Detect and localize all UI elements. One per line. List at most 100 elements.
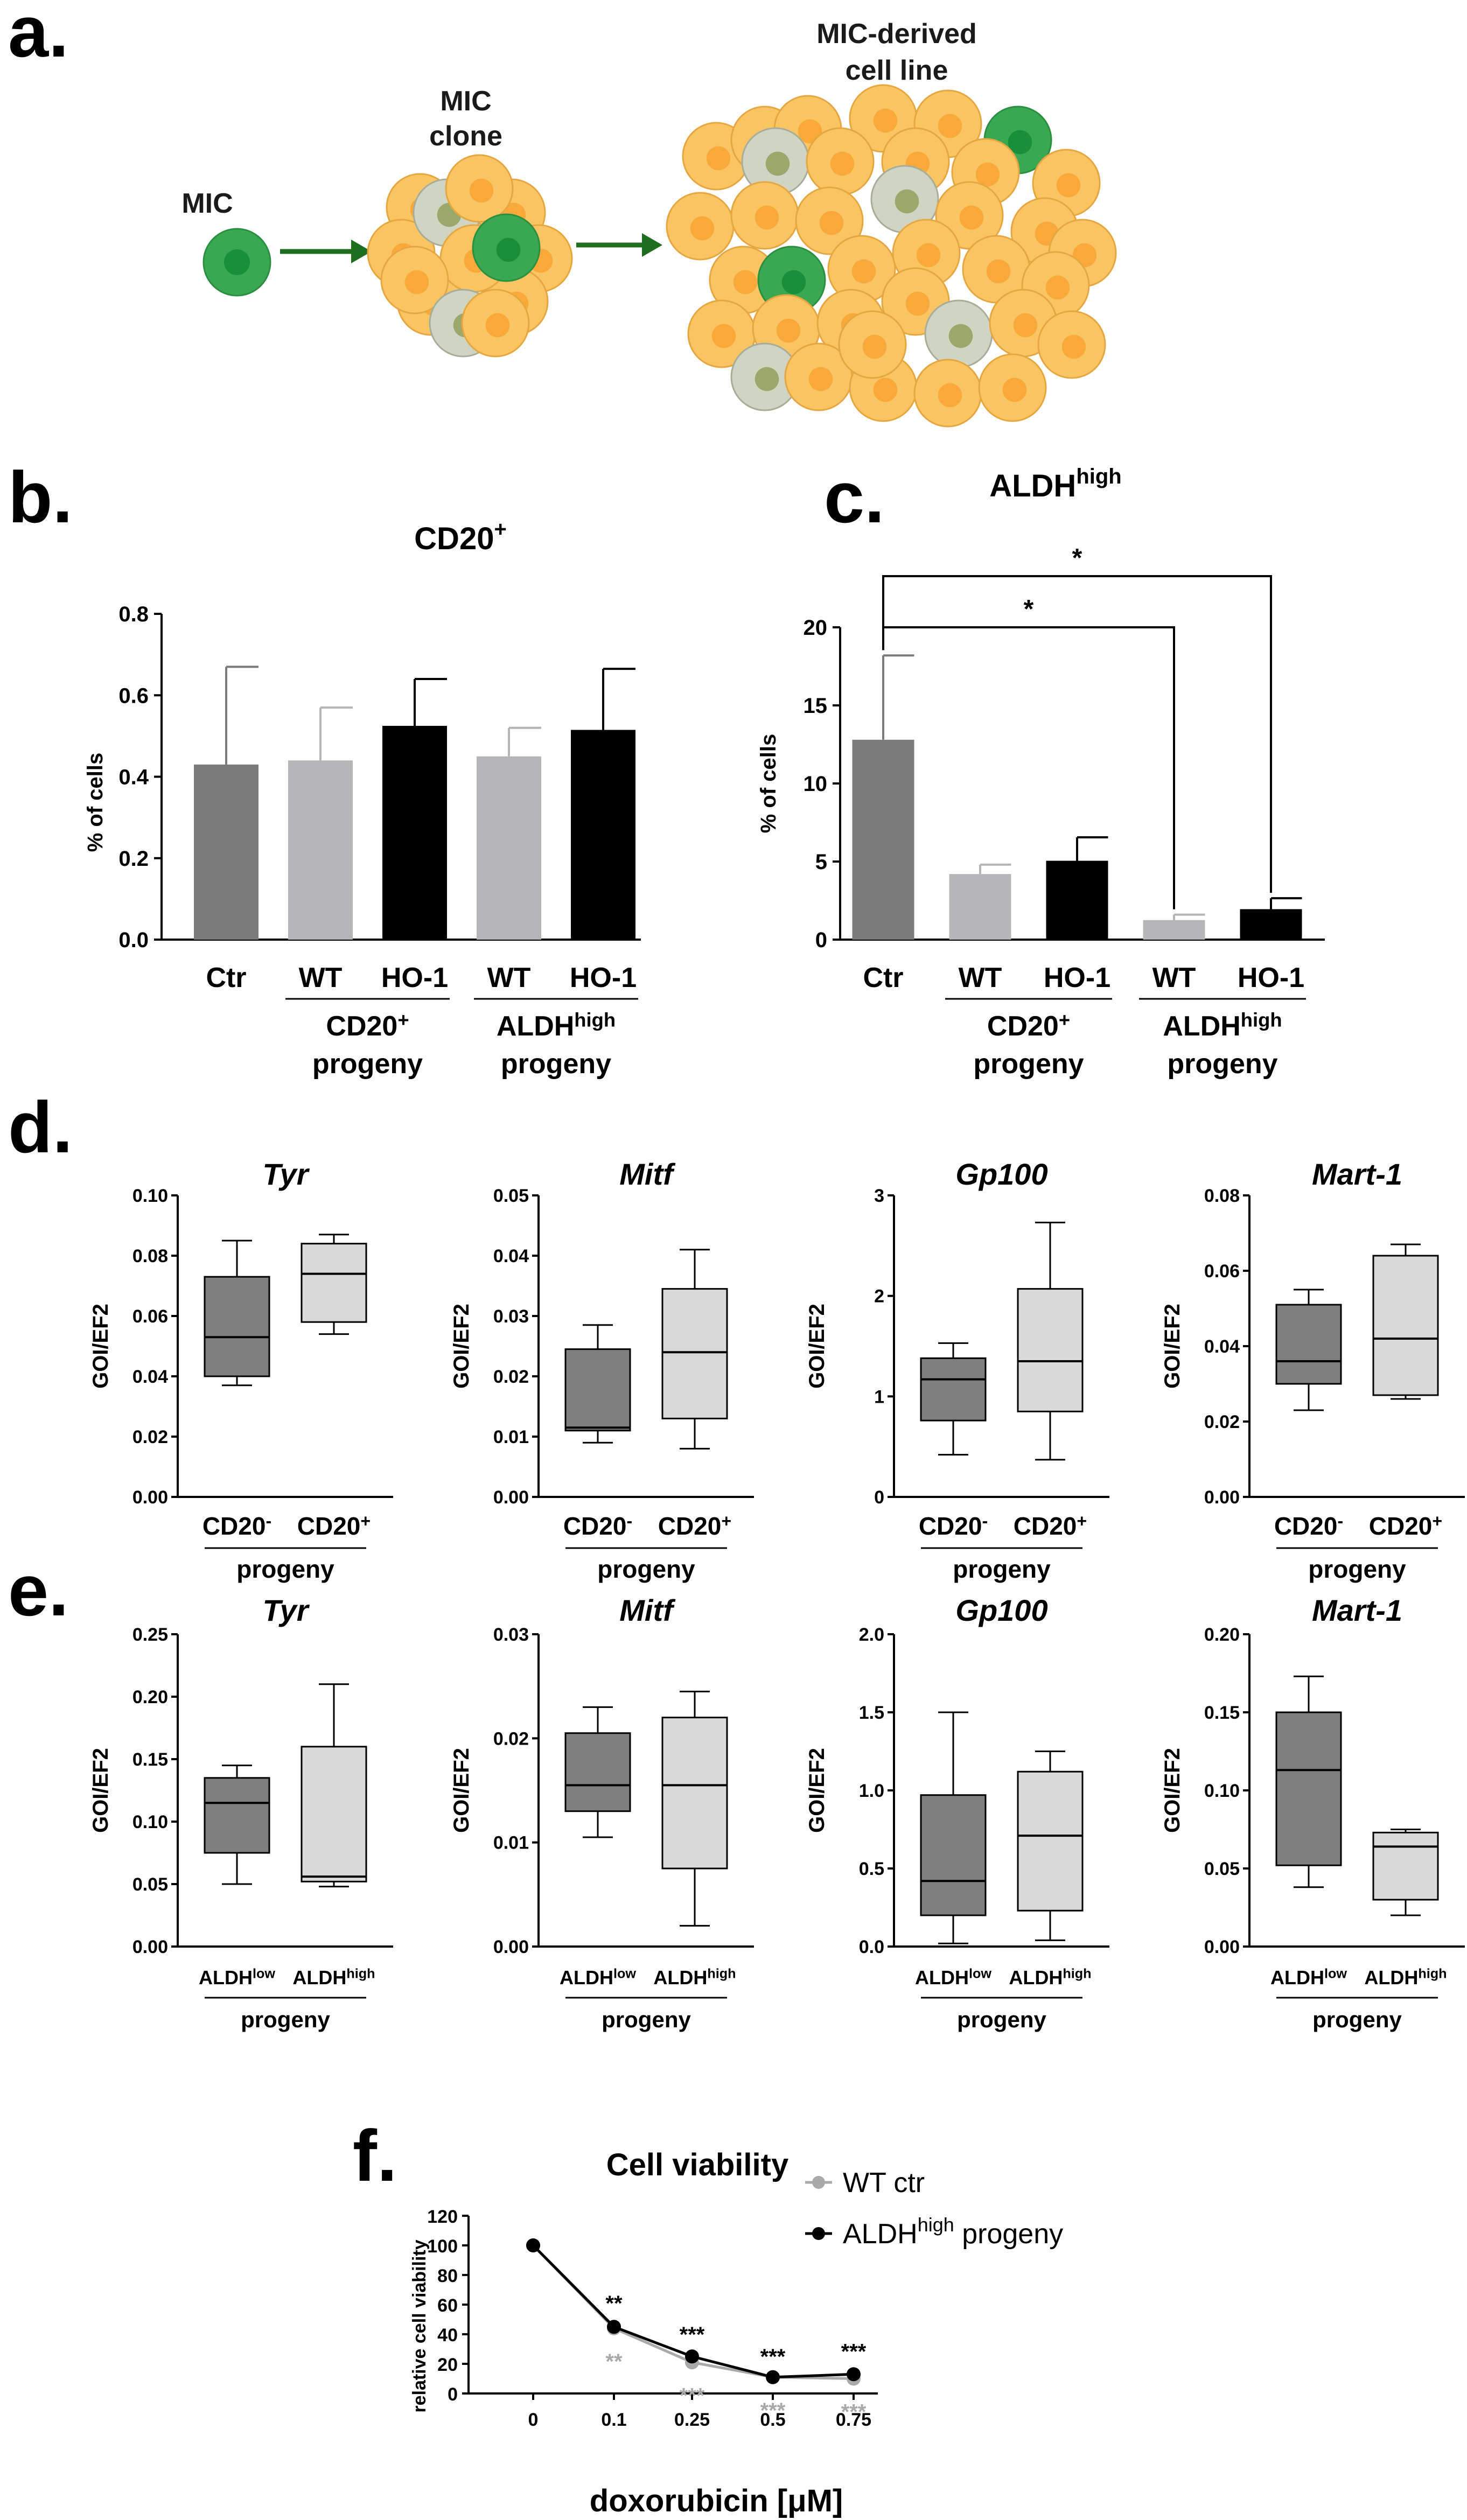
x-tick-label: 0.1 [601, 2410, 626, 2430]
cell-nucleus-icon [862, 334, 887, 359]
box [204, 1777, 270, 1854]
x-tick-label: 0.75 [836, 2410, 871, 2430]
y-tick-label: 0.02 [1204, 1412, 1240, 1432]
y-tick-label: 0.0 [118, 928, 149, 952]
y-tick-label: 0.03 [493, 1625, 529, 1645]
x-category-label: CD20- [1274, 1511, 1343, 1540]
x-category-label: CD20+ [1014, 1511, 1087, 1540]
significance-star: ** [605, 2292, 623, 2315]
x-category-label: HO-1 [1044, 962, 1110, 993]
cell-nucleus-icon [755, 205, 779, 230]
group-label: ALDHhigh [497, 1009, 616, 1042]
x-category-label: ALDHlow [199, 1966, 275, 1989]
y-tick-label: 0.0 [859, 1937, 884, 1957]
cell-nucleus-icon [808, 367, 833, 391]
y-tick-label: 20 [804, 616, 828, 640]
group-label: progeny [597, 1555, 695, 1583]
y-tick-label: 80 [437, 2266, 458, 2286]
cell-nucleus-icon [873, 108, 898, 133]
boxplot-ylabel: GOI/EF2 [1161, 1748, 1184, 1833]
significance-star: * [1024, 595, 1034, 624]
y-tick-label: 0.8 [118, 603, 149, 626]
x-category-label: WT [959, 962, 1002, 993]
cell-nucleus-icon [959, 205, 984, 230]
cell-nucleus-icon [755, 367, 779, 391]
legend-marker-wt [812, 2176, 825, 2189]
x-category-label: HO-1 [1238, 962, 1304, 993]
cell-nucleus-icon [916, 243, 941, 268]
box [564, 1732, 631, 1812]
y-tick-label: 0.00 [132, 1937, 168, 1957]
panel-label-e: e. [8, 1550, 69, 1631]
x-category-label: WT [1152, 962, 1196, 993]
chart-c-ylabel: % of cells [757, 734, 780, 834]
boxplot-tyr: Tyr GOI/EF2 0.00 0.02 0.04 0.06 0.08 0.10 CD20- C… [89, 1157, 393, 1583]
panel-c-chart: ALDHhigh % of cells 0 5 10 15 20 Ctr WT HO-1 WT H… [757, 465, 1325, 1080]
x-category-label: WT [299, 962, 343, 993]
y-tick-label: 1 [874, 1387, 884, 1407]
cell-nucleus-icon [975, 162, 1000, 187]
group-label: progeny [602, 2007, 691, 2032]
bar [382, 725, 447, 940]
cell-nucleus-icon [938, 114, 962, 138]
box [920, 1357, 987, 1422]
y-tick-label: 0.00 [132, 1487, 168, 1508]
data-point [607, 2320, 621, 2334]
x-category-label: ALDHhigh [292, 1966, 375, 1989]
boxplot-title: Gp100 [955, 1593, 1047, 1627]
x-category-label: Ctr [863, 962, 903, 993]
group-label-progeny: progeny [501, 1048, 611, 1080]
box [1372, 1831, 1439, 1901]
panel-d-boxplots: Tyr GOI/EF2 0.00 0.02 0.04 0.06 0.08 0.10 CD20- C… [89, 1157, 1465, 1583]
cell-nucleus-icon [733, 270, 758, 295]
significance-star: * [1072, 544, 1082, 572]
y-tick-label: 2 [874, 1286, 884, 1307]
y-tick-label: 1.5 [859, 1703, 884, 1723]
significance-star: *** [760, 2399, 786, 2423]
cell-nucleus-icon [938, 383, 962, 408]
box [1275, 1711, 1342, 1866]
box [301, 1746, 367, 1882]
group-label: progeny [236, 1555, 334, 1583]
significance-bracket [882, 626, 1175, 909]
significance-star: *** [680, 2384, 705, 2407]
bar [1046, 860, 1108, 940]
x-category-label: CD20- [919, 1511, 988, 1540]
y-tick-label: 0.08 [132, 1246, 168, 1266]
y-tick-label: 0.06 [1204, 1261, 1240, 1282]
boxplot-title: Mitf [619, 1593, 676, 1627]
cell-nucleus-icon [895, 189, 919, 214]
legend-label-aldh: ALDHhigh progeny [843, 2214, 1063, 2250]
mic-label: MIC [181, 188, 233, 219]
bar [571, 730, 635, 940]
y-tick-label: 10 [804, 772, 828, 796]
group-label: progeny [1308, 1555, 1406, 1583]
significance-bracket [882, 575, 1272, 893]
box [564, 1348, 631, 1432]
bar [194, 764, 259, 940]
x-tick-label: 0.25 [674, 2410, 710, 2430]
chart-f-xlabel: doxorubicin [μM] [590, 2483, 843, 2518]
boxplot-ylabel: GOI/EF2 [805, 1748, 829, 1833]
chart-b-ylabel: % of cells [83, 753, 107, 852]
y-tick-label: 2.0 [859, 1625, 884, 1645]
y-tick-label: 0.00 [1204, 1487, 1240, 1508]
x-category-label: HO-1 [570, 962, 637, 993]
x-category-label: HO-1 [381, 962, 448, 993]
boxplot-title: Tyr [262, 1157, 310, 1191]
y-tick-label: 40 [437, 2325, 458, 2346]
panel-label-b: b. [8, 457, 73, 538]
group-label: ALDHhigh [1163, 1009, 1282, 1042]
boxplot-title: Mart-1 [1312, 1157, 1402, 1191]
significance-star: *** [680, 2323, 705, 2347]
boxplot-gp100: Gp100 GOI/EF2 0.0 0.5 1.0 1.5 2.0 ALDHlow ALDHhi… [805, 1593, 1109, 2032]
y-tick-label: 0.05 [132, 1874, 168, 1895]
group-label: CD20+ [326, 1009, 409, 1042]
boxplot-mart-1: Mart-1 GOI/EF2 0.00 0.05 0.10 0.15 0.20 ALDHlow… [1161, 1593, 1465, 2032]
box [661, 1717, 728, 1870]
data-point [847, 2367, 861, 2382]
y-tick-label: 20 [437, 2355, 458, 2375]
y-tick-label: 1.0 [859, 1781, 884, 1801]
panel-b-chart: CD20+ % of cells 0.0 0.2 0.4 0.6 0.8 Ctr WT HO-… [83, 517, 641, 1080]
chart-b-title: CD20+ [414, 517, 507, 556]
